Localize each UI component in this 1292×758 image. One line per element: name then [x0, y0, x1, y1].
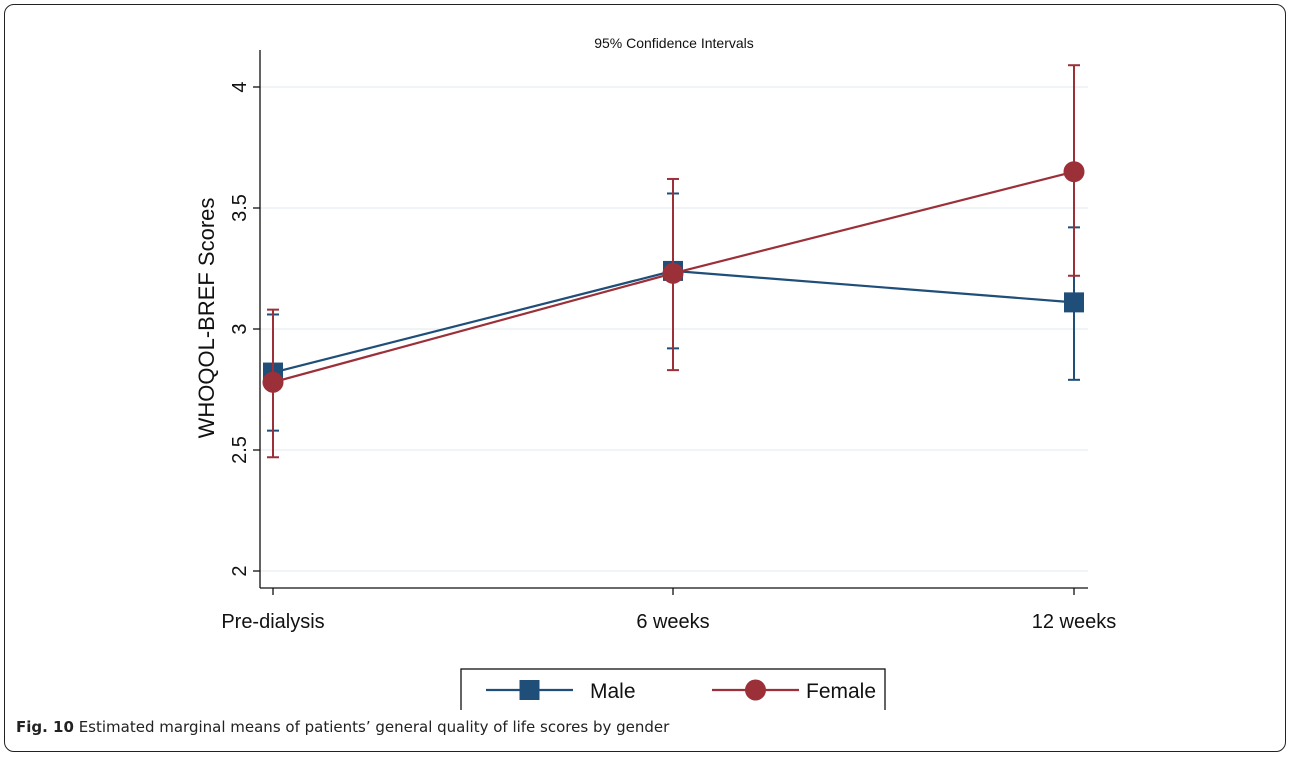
x-ticks: Pre-dialysis 6 weeks 12 weeks — [221, 588, 1116, 633]
figure-caption: Fig. 10 Estimated marginal means of pati… — [16, 718, 669, 736]
data-point — [1063, 161, 1085, 183]
figure-caption-text: Estimated marginal means of patients’ ge… — [78, 718, 670, 736]
y-tick-label: 3 — [229, 323, 251, 334]
y-axis-label: WHOQOL-BREF Scores — [194, 198, 219, 439]
y-tick-label: 4 — [229, 81, 251, 92]
series-layer — [262, 64, 1085, 459]
figure-caption-label: Fig. 10 — [16, 718, 74, 736]
legend-item-female: Female — [712, 679, 876, 703]
y-ticks: 2 2.5 3 3.5 4 — [229, 81, 260, 577]
chart-title: 95% Confidence Intervals — [594, 35, 754, 51]
legend-label: Female — [806, 680, 876, 703]
data-point — [662, 262, 684, 284]
legend: Male Female — [460, 668, 886, 710]
data-point — [1064, 292, 1084, 313]
data-point — [262, 371, 284, 393]
y-tick-label: 3.5 — [229, 194, 251, 222]
legend-item-male: Male — [486, 680, 636, 703]
legend-label: Male — [590, 680, 636, 703]
grid-lines — [260, 86, 1088, 572]
x-tick-label: 12 weeks — [1032, 611, 1117, 633]
legend-marker — [745, 679, 766, 701]
legend-marker — [519, 680, 540, 700]
figure-frame — [4, 4, 1286, 752]
y-tick-label: 2.5 — [229, 436, 251, 464]
y-tick-label: 2 — [229, 565, 251, 576]
line-chart: 95% Confidence Intervals 2 2.5 3 3.5 4 Pre-d… — [194, 35, 1116, 710]
x-tick-label: 6 weeks — [636, 611, 709, 633]
series-female — [262, 64, 1085, 459]
axes — [259, 50, 1088, 589]
x-tick-label: Pre-dialysis — [221, 611, 324, 633]
